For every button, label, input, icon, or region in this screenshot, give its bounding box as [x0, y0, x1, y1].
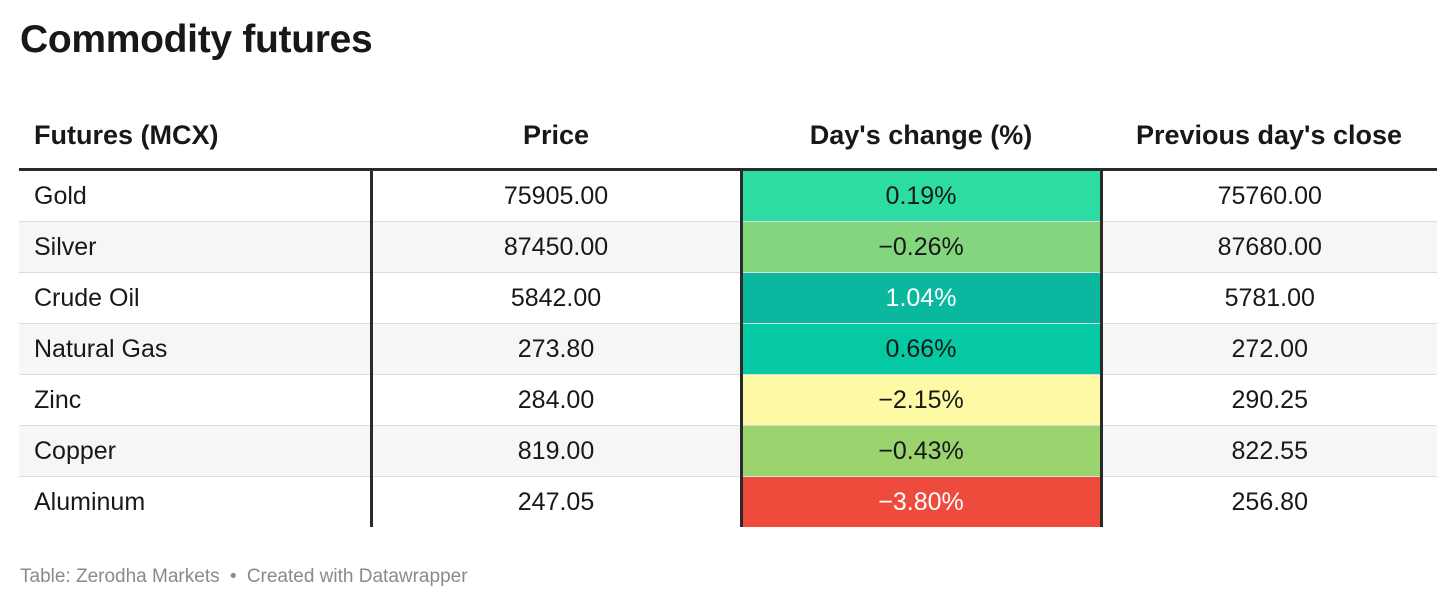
table-row: Gold 75905.00 0.19% 75760.00	[19, 169, 1437, 222]
cell-price: 247.05	[371, 476, 741, 527]
cell-price: 5842.00	[371, 272, 741, 324]
column-header-futures: Futures (MCX)	[19, 102, 371, 171]
table-body: Gold 75905.00 0.19% 75760.00 Silver 87450.00−…	[19, 169, 1437, 527]
cell-day-change: −0.26%	[739, 221, 1103, 273]
cell-day-change: −0.43%	[739, 425, 1103, 477]
cell-day-change: 1.04%	[739, 272, 1103, 324]
column-header-price: Price	[371, 102, 741, 171]
table-header-row: Futures (MCX) Price Day's change (%) Pre…	[19, 102, 1437, 171]
cell-commodity-name: Gold	[19, 169, 373, 222]
cell-commodity-name: Copper	[19, 425, 373, 477]
column-header-prev-close: Previous day's close	[1101, 102, 1437, 171]
cell-price: 87450.00	[371, 221, 741, 273]
cell-previous-close: 75760.00	[1101, 169, 1437, 222]
source-note: Table: Zerodha Markets	[20, 566, 220, 587]
cell-day-change: −2.15%	[739, 374, 1103, 426]
cell-commodity-name: Silver	[19, 221, 373, 273]
cell-commodity-name: Crude Oil	[19, 272, 373, 324]
cell-previous-close: 822.55	[1101, 425, 1437, 477]
chart-title: Commodity futures	[20, 18, 373, 61]
cell-previous-close: 290.25	[1101, 374, 1437, 426]
footer-separator: •	[229, 566, 237, 587]
table-row: Natural Gas 273.80 0.66% 272.00	[19, 323, 1437, 375]
cell-previous-close: 5781.00	[1101, 272, 1437, 324]
cell-commodity-name: Natural Gas	[19, 323, 373, 375]
cell-price: 75905.00	[371, 169, 741, 222]
cell-day-change: 0.19%	[739, 169, 1103, 222]
footer: Table: Zerodha Markets • Created with Da…	[20, 566, 468, 588]
cell-price: 273.80	[371, 323, 741, 375]
cell-previous-close: 272.00	[1101, 323, 1437, 375]
table-row: Zinc 284.00 −2.15% 290.25	[19, 374, 1437, 426]
commodity-table: Futures (MCX) Price Day's change (%) Pre…	[19, 102, 1437, 527]
table-row: Crude Oil 5842.00 1.04% 5781.00	[19, 272, 1437, 324]
cell-commodity-name: Zinc	[19, 374, 373, 426]
table-row: Silver 87450.00 −0.26% 87680.00	[19, 221, 1437, 273]
table-row: Aluminum 247.05 −3.80% 256.80	[19, 476, 1437, 527]
cell-day-change: −3.80%	[739, 476, 1103, 527]
cell-commodity-name: Aluminum	[19, 476, 373, 527]
table-row: Copper 819.00 −0.43% 822.55	[19, 425, 1437, 477]
column-header-change: Day's change (%)	[741, 102, 1101, 171]
cell-price: 819.00	[371, 425, 741, 477]
cell-previous-close: 256.80	[1101, 476, 1437, 527]
cell-price: 284.00	[371, 374, 741, 426]
commodity-table-container: Futures (MCX) Price Day's change (%) Pre…	[19, 102, 1437, 527]
cell-day-change: 0.66%	[739, 323, 1103, 375]
cell-previous-close: 87680.00	[1101, 221, 1437, 273]
credit-note: Created with Datawrapper	[246, 566, 468, 587]
